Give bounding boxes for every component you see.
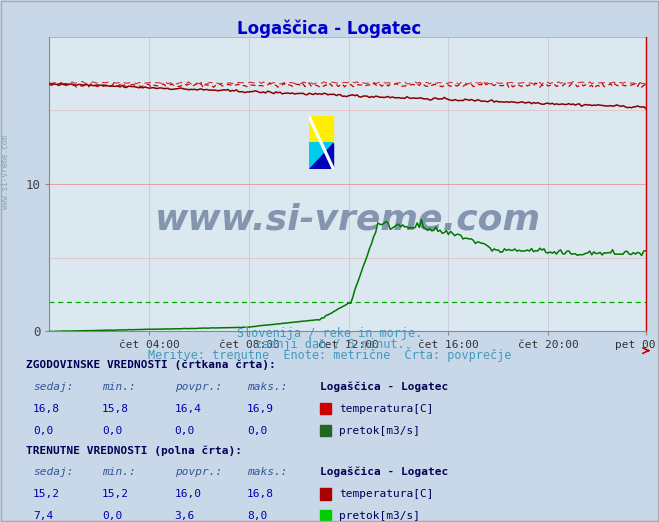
Text: povpr.:: povpr.: xyxy=(175,467,222,478)
Text: 16,8: 16,8 xyxy=(247,489,274,500)
Text: 7,4: 7,4 xyxy=(33,511,53,521)
Text: Logaščica - Logatec: Logaščica - Logatec xyxy=(320,467,448,478)
Text: 0,0: 0,0 xyxy=(102,426,123,436)
Text: 3,6: 3,6 xyxy=(175,511,195,521)
Text: www.si-vreme.com: www.si-vreme.com xyxy=(155,203,540,236)
Text: temperatura[C]: temperatura[C] xyxy=(339,404,434,414)
Text: zadnji dan / 5 minut.: zadnji dan / 5 minut. xyxy=(254,338,405,351)
Text: maks.:: maks.: xyxy=(247,467,287,478)
Text: 0,0: 0,0 xyxy=(102,511,123,521)
Text: sedaj:: sedaj: xyxy=(33,467,73,478)
Text: min.:: min.: xyxy=(102,467,136,478)
Polygon shape xyxy=(309,143,333,169)
Text: 8,0: 8,0 xyxy=(247,511,268,521)
Text: pretok[m3/s]: pretok[m3/s] xyxy=(339,426,420,436)
Text: Meritve: trenutne  Enote: metrične  Črta: povprečje: Meritve: trenutne Enote: metrične Črta: … xyxy=(148,347,511,362)
Text: 0,0: 0,0 xyxy=(33,426,53,436)
Text: povpr.:: povpr.: xyxy=(175,382,222,392)
Text: TRENUTNE VREDNOSTI (polna črta):: TRENUTNE VREDNOSTI (polna črta): xyxy=(26,445,243,456)
Text: 0,0: 0,0 xyxy=(175,426,195,436)
Text: 15,2: 15,2 xyxy=(33,489,60,500)
Text: maks.:: maks.: xyxy=(247,382,287,392)
Bar xyxy=(309,116,333,143)
Text: www.si-vreme.com: www.si-vreme.com xyxy=(1,135,10,209)
Text: 0,0: 0,0 xyxy=(247,426,268,436)
Text: 16,4: 16,4 xyxy=(175,404,202,414)
Text: 16,8: 16,8 xyxy=(33,404,60,414)
Text: Logaščica - Logatec: Logaščica - Logatec xyxy=(320,382,448,392)
Text: Slovenija / reke in morje.: Slovenija / reke in morje. xyxy=(237,327,422,340)
Text: min.:: min.: xyxy=(102,382,136,392)
Polygon shape xyxy=(309,143,333,169)
Text: 16,9: 16,9 xyxy=(247,404,274,414)
Text: pretok[m3/s]: pretok[m3/s] xyxy=(339,511,420,521)
Text: temperatura[C]: temperatura[C] xyxy=(339,489,434,500)
Text: ZGODOVINSKE VREDNOSTI (črtkana črta):: ZGODOVINSKE VREDNOSTI (črtkana črta): xyxy=(26,360,276,370)
Text: 15,2: 15,2 xyxy=(102,489,129,500)
Text: 15,8: 15,8 xyxy=(102,404,129,414)
Text: Logaščica - Logatec: Logaščica - Logatec xyxy=(237,20,422,38)
Polygon shape xyxy=(308,116,334,169)
Text: 16,0: 16,0 xyxy=(175,489,202,500)
Text: sedaj:: sedaj: xyxy=(33,382,73,392)
